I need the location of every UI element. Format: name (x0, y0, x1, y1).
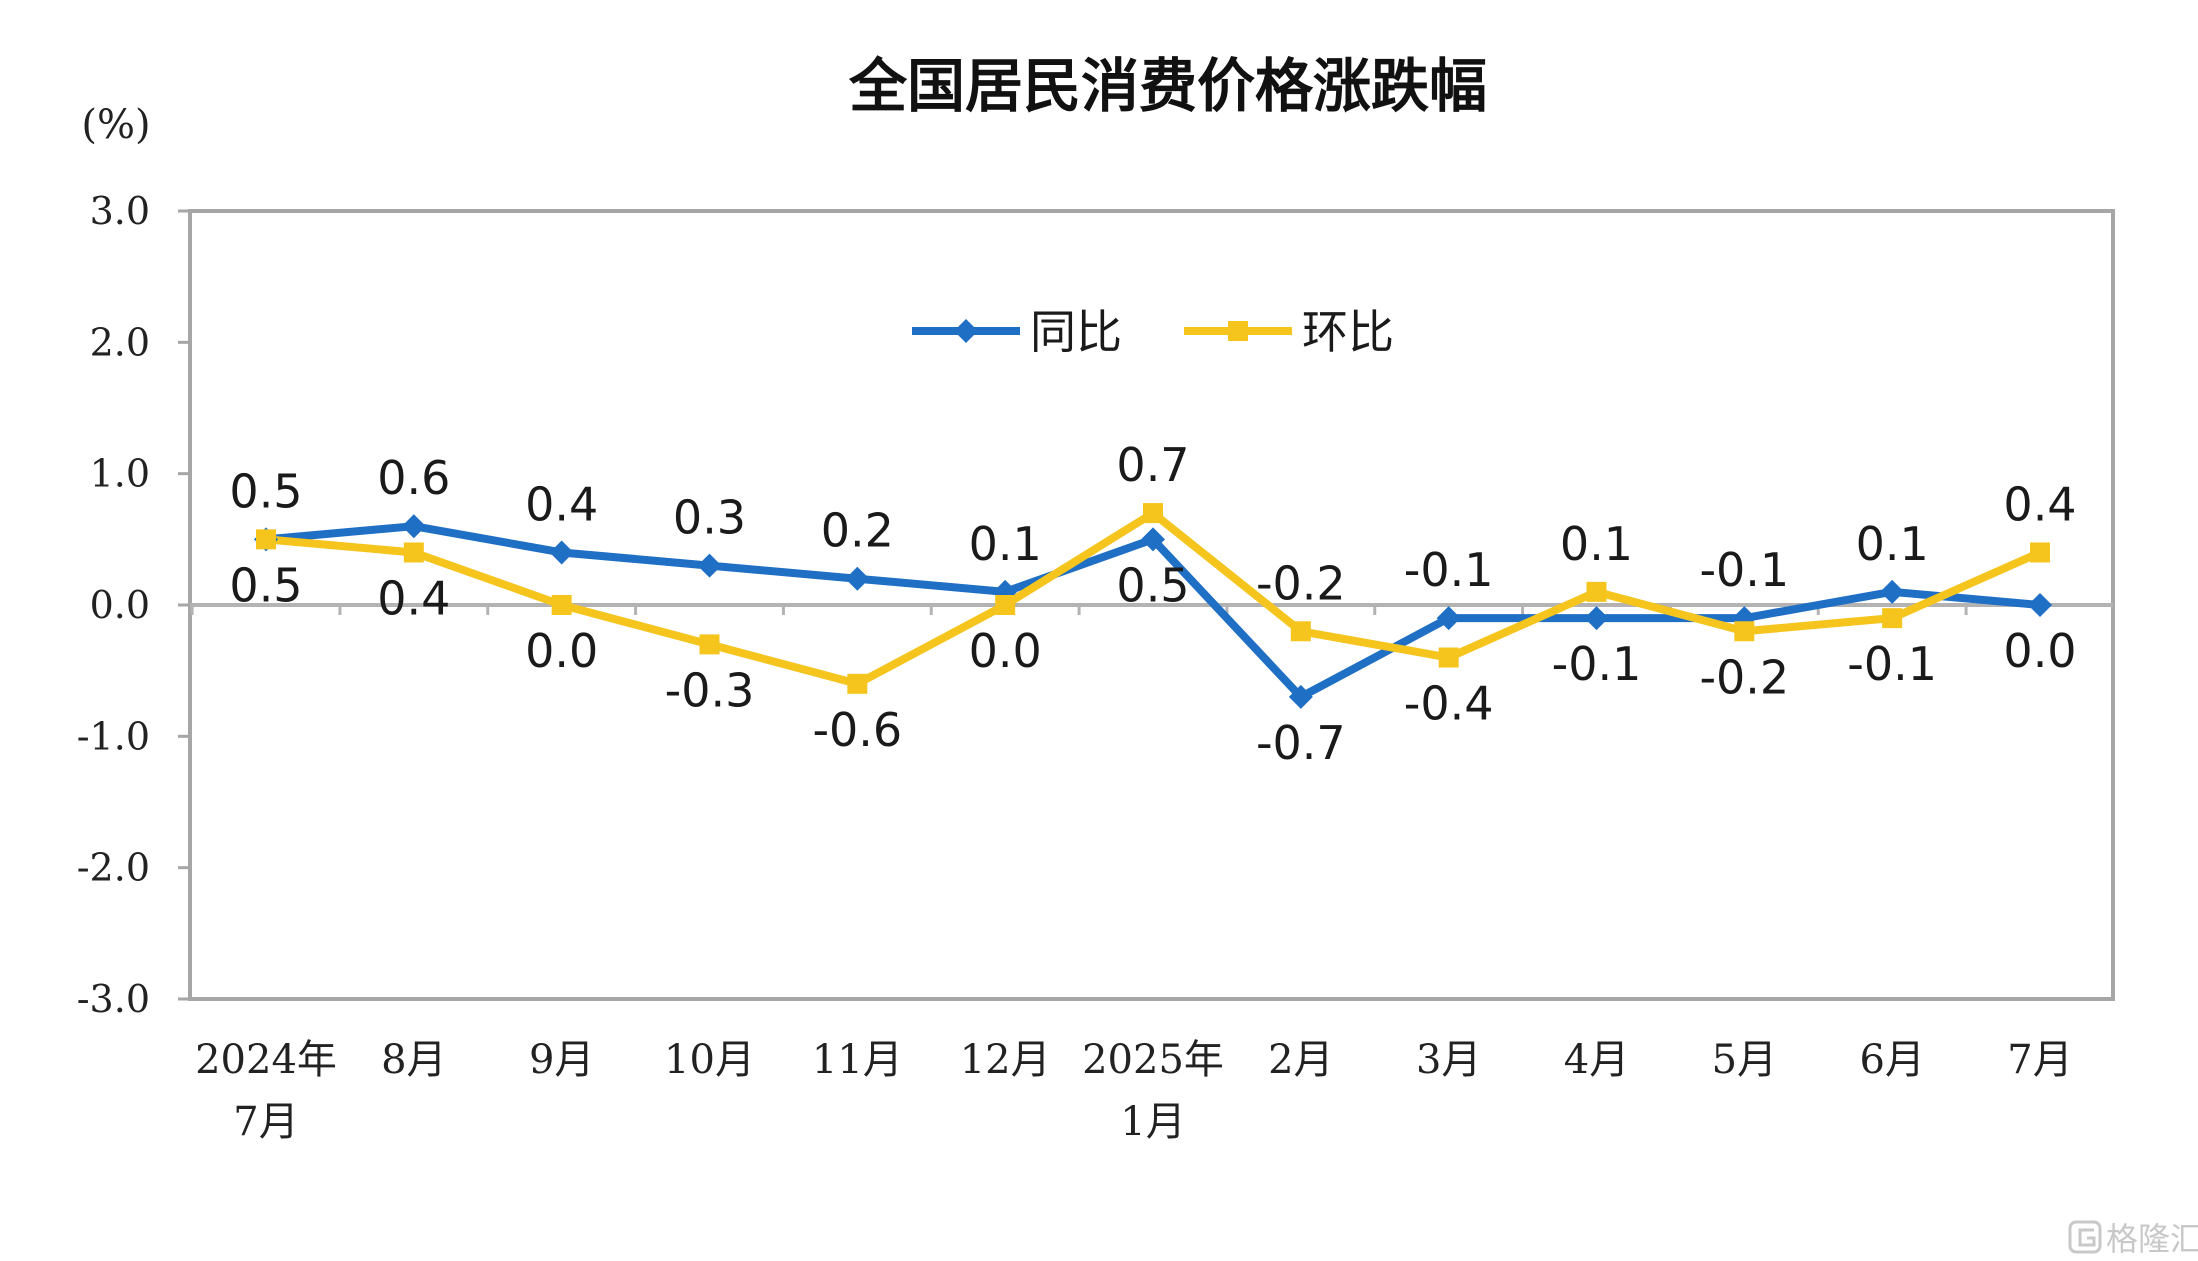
data-label: 0.0 (525, 624, 598, 678)
data-label: 0.3 (673, 491, 746, 545)
point-marker (1288, 684, 1313, 709)
y-tick-label: 1.0 (90, 452, 150, 496)
legend-label: 环比 (1302, 305, 1394, 359)
legend-label: 同比 (1030, 305, 1122, 359)
data-label: 0.4 (377, 571, 450, 625)
point-marker (1438, 647, 1459, 668)
data-label: -0.1 (1699, 543, 1789, 597)
point-marker (995, 595, 1016, 615)
x-tick-label: 4月 (1564, 1037, 1629, 1083)
data-label: -0.2 (1256, 556, 1346, 610)
x-tick-label: 6月 (1859, 1037, 1924, 1083)
series-markers (254, 503, 2052, 709)
data-label: -0.1 (1552, 637, 1642, 691)
point-marker (1436, 606, 1461, 631)
point-marker (847, 673, 868, 694)
point-marker (551, 595, 572, 615)
point-marker (256, 529, 276, 550)
data-label: 0.1 (969, 517, 1042, 571)
point-marker (1584, 606, 1609, 631)
y-tick-label: -1.0 (77, 714, 150, 758)
data-label: 0.2 (821, 504, 894, 558)
x-tick-label: 8月 (381, 1037, 446, 1083)
y-tick-label: 0.0 (90, 583, 150, 627)
watermark-logo-icon (2068, 1220, 2102, 1254)
x-tick-label: 1月 (1120, 1099, 1185, 1145)
watermark-text: 格隆汇 (2106, 1220, 2198, 1258)
point-marker (1880, 579, 1905, 604)
data-label: 0.5 (1116, 558, 1189, 612)
legend-marker (1228, 321, 1248, 341)
x-tick-label: 12月 (960, 1037, 1051, 1083)
data-label: -0.1 (1847, 637, 1937, 691)
chart-title: 全国居民消费价格涨跌幅 (848, 52, 1487, 120)
point-marker (1734, 621, 1755, 642)
y-tick-label: 2.0 (90, 320, 150, 364)
zero-baseline (190, 603, 2113, 615)
data-label: -0.2 (1699, 650, 1789, 704)
point-marker (1586, 581, 1607, 602)
data-label: 0.5 (229, 464, 302, 518)
y-axis-ticks: 3.0 2.0 1.0 0.0 -1.0 -2.0 -3.0 (77, 189, 190, 1021)
point-marker (1143, 503, 1163, 524)
x-tick-label: 9月 (529, 1037, 594, 1083)
point-marker (2028, 593, 2052, 617)
data-label: 0.7 (1116, 438, 1189, 492)
x-tick-label: 10月 (664, 1037, 755, 1083)
x-tick-label: 3月 (1416, 1037, 1481, 1083)
legend-item: 同比 (912, 305, 1122, 359)
data-labels: 0.5 0.6 0.4 0.3 0.2 0.1 0.5 -0.7 -0.1 -0.1 -0.1 0.1… (229, 438, 2076, 770)
data-label: -0.1 (1404, 543, 1494, 597)
x-tick-label: 2024年 (195, 1037, 337, 1083)
x-tick-label: 7月 (2007, 1037, 2072, 1083)
y-tick-label: -3.0 (77, 977, 150, 1021)
point-marker (1141, 527, 1165, 552)
data-label: -0.3 (665, 663, 755, 717)
point-marker (1882, 608, 1903, 629)
watermark: 格隆汇 (2068, 1220, 2198, 1258)
data-label: 0.1 (1560, 517, 1633, 571)
y-tick-label: -2.0 (77, 846, 150, 890)
data-label: 0.5 (229, 558, 302, 612)
point-marker (403, 542, 424, 563)
point-marker (2030, 542, 2050, 563)
y-axis-unit-label: (%) (81, 102, 150, 148)
data-label: 0.0 (969, 624, 1042, 678)
legend: 同比 环比 (912, 305, 1394, 359)
data-label: 0.0 (2003, 624, 2076, 678)
data-label: 0.1 (1856, 517, 1929, 571)
point-marker (699, 634, 720, 655)
point-marker (697, 553, 722, 578)
legend-marker (954, 319, 978, 343)
data-label: -0.7 (1256, 716, 1346, 770)
x-tick-label: 11月 (812, 1037, 903, 1083)
x-tick-label: 2月 (1268, 1037, 1333, 1083)
data-label: 0.4 (2003, 477, 2076, 531)
data-label: -0.6 (812, 703, 902, 757)
x-tick-label: 5月 (1712, 1037, 1777, 1083)
point-marker (845, 566, 870, 591)
data-label: -0.4 (1404, 677, 1494, 731)
data-label: 0.4 (525, 477, 598, 531)
x-tick-label: 7月 (233, 1099, 298, 1145)
point-marker (1290, 621, 1311, 642)
x-axis-ticks: 2024年 7月 8月 9月 10月 11月 12月 2025年 1月 2月 3月 4月 5月 6月 7月 (195, 1037, 2073, 1145)
legend-item: 环比 (1184, 305, 1394, 359)
x-tick-label: 2025年 (1082, 1037, 1224, 1083)
data-label: 0.6 (377, 451, 450, 505)
point-marker (401, 514, 426, 539)
point-marker (549, 540, 574, 565)
y-tick-label: 3.0 (90, 189, 150, 233)
